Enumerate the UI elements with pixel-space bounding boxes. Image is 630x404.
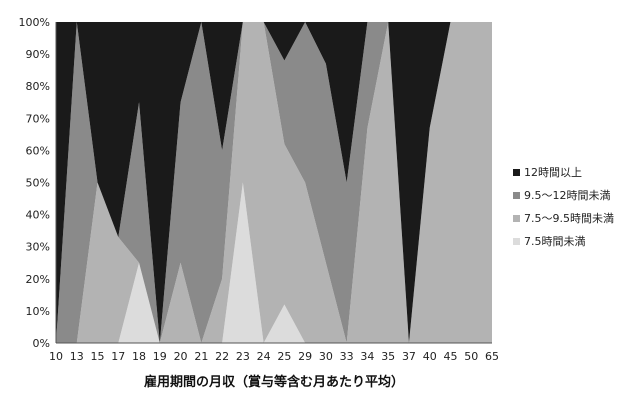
plot-area [56,22,492,343]
x-tick-label: 65 [485,350,499,363]
area-series-2 [56,22,492,343]
x-tick-label: 34 [360,350,374,363]
legend-swatch [513,169,520,176]
y-tick-label: 100% [19,16,50,29]
x-tick-label: 21 [194,350,208,363]
legend: 12時間以上 9.5～12時間未満 7.5～9.5時間未満 7.5時間未満 [513,166,614,248]
x-tick-label: 30 [319,350,333,363]
x-tick-label: 40 [423,350,437,363]
y-tick-label: 0% [33,337,50,350]
x-tick-label: 18 [132,350,146,363]
y-tick-label: 50% [26,177,50,190]
legend-label: 12時間以上 [524,166,582,179]
x-tick-label: 19 [153,350,167,363]
area-series-3 [56,22,492,343]
x-tick-label: 22 [215,350,229,363]
y-tick-label: 80% [26,80,50,93]
legend-item: 12時間以上 [513,166,582,179]
x-tick-label: 50 [464,350,478,363]
x-tick-label: 10 [49,350,63,363]
legend-swatch [513,215,520,222]
x-tick-label: 35 [381,350,395,363]
y-axis: 0% 10% 20% 30% 40% 50% 60% 70% 80% 90% 100% [19,16,57,350]
x-tick-label: 23 [236,350,250,363]
x-tick-label: 29 [298,350,312,363]
legend-swatch [513,192,520,199]
legend-item: 9.5～12時間未満 [513,189,611,202]
y-tick-label: 70% [26,112,50,125]
x-tick-label: 24 [257,350,271,363]
legend-label: 7.5時間未満 [524,235,586,248]
y-tick-label: 20% [26,273,50,286]
area-series-1 [56,22,492,343]
x-tick-label: 20 [174,350,188,363]
x-axis: 10 13 15 17 18 19 20 21 22 23 24 25 29 30 33 34 35 37 40 45… [49,342,499,363]
y-tick-label: 90% [26,48,50,61]
legend-label: 7.5～9.5時間未満 [524,212,614,225]
x-tick-label: 33 [340,350,354,363]
x-axis-label: 雇用期間の月収（賞与等含む月あたり平均） [144,374,404,390]
x-tick-label: 15 [91,350,105,363]
y-tick-label: 60% [26,144,50,157]
legend-item: 7.5～9.5時間未満 [513,212,614,225]
x-tick-label: 17 [111,350,125,363]
legend-label: 9.5～12時間未満 [524,189,611,202]
y-tick-label: 10% [26,305,50,318]
x-tick-label: 45 [443,350,457,363]
y-tick-label: 30% [26,241,50,254]
x-tick-label: 25 [277,350,291,363]
x-tick-label: 37 [402,350,416,363]
legend-item: 7.5時間未満 [513,235,586,248]
legend-swatch [513,238,520,245]
x-tick-label: 13 [70,350,84,363]
y-tick-label: 40% [26,209,50,222]
